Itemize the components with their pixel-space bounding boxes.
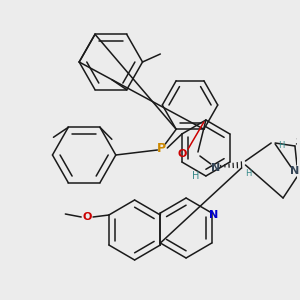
Text: H: H xyxy=(245,169,252,178)
Text: H: H xyxy=(278,140,284,149)
Text: H: H xyxy=(192,171,200,181)
Text: N: N xyxy=(209,210,218,220)
Text: N: N xyxy=(211,163,220,173)
Text: P: P xyxy=(157,142,166,154)
Text: O: O xyxy=(177,149,187,159)
Text: O: O xyxy=(82,212,92,222)
Text: N: N xyxy=(290,166,300,176)
